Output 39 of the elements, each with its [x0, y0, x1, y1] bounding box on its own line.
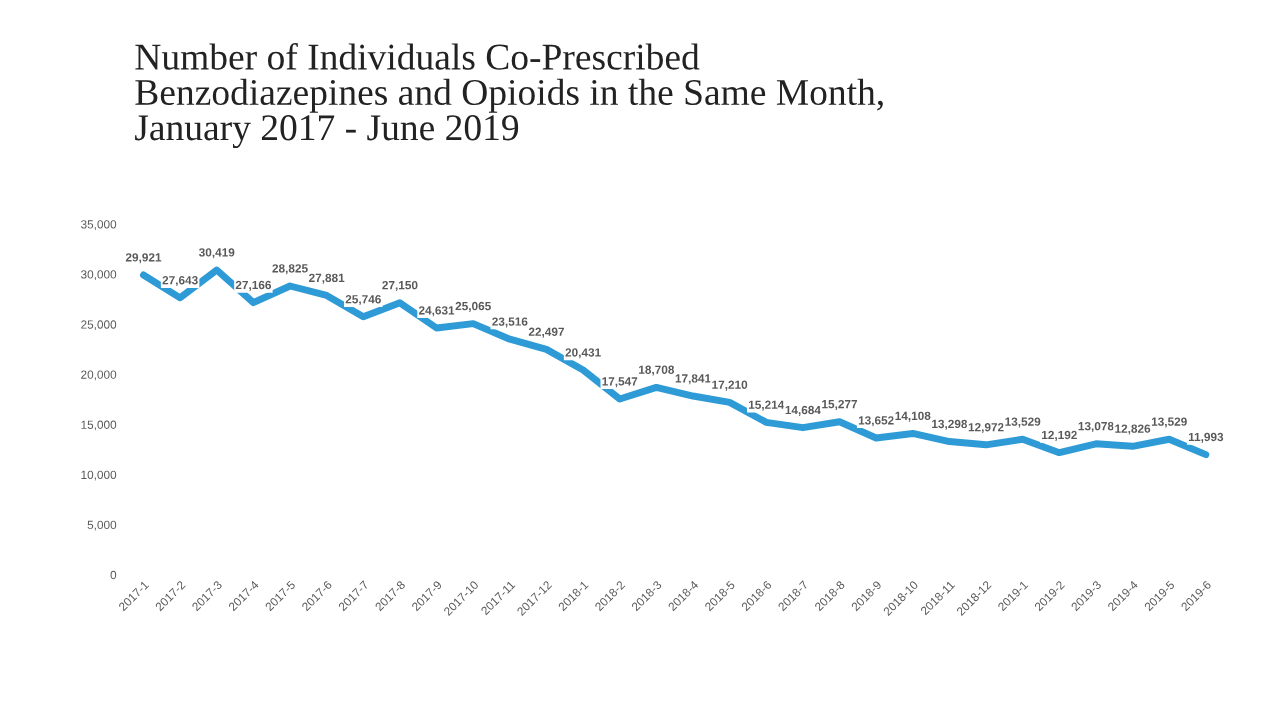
data-label: 14,108 — [895, 411, 931, 422]
data-label: 17,841 — [675, 374, 711, 385]
data-label: 13,529 — [1151, 417, 1187, 428]
data-label: 23,516 — [492, 317, 528, 328]
data-label: 20,431 — [565, 348, 601, 359]
data-label: 27,150 — [382, 280, 418, 292]
data-label: 11,993 — [1188, 432, 1224, 443]
y-tick-label: 25,000 — [81, 320, 117, 331]
chart-title: Number of Individuals Co-Prescribed Benzodiazepines and Opioids in the Same Month, January 2017 - June 2019 — [135, 43, 883, 149]
data-label: 29,921 — [125, 253, 162, 264]
data-label: 14,684 — [785, 405, 821, 416]
data-label: 28,825 — [272, 264, 308, 275]
data-label: 18,708 — [639, 365, 675, 376]
data-label: 22,497 — [528, 327, 564, 338]
data-label: 25,746 — [345, 295, 381, 306]
data-label: 15,277 — [822, 399, 858, 410]
data-label: 25,065 — [455, 301, 491, 312]
data-label: 12,972 — [968, 423, 1004, 434]
y-tick-label: 20,000 — [81, 370, 117, 381]
data-label: 27,643 — [162, 276, 198, 287]
y-tick-label: 15,000 — [81, 420, 117, 431]
data-label: 12,826 — [1115, 424, 1151, 435]
data-label: 30,419 — [198, 248, 235, 259]
data-label: 13,298 — [932, 419, 968, 430]
data-label: 13,078 — [1078, 421, 1114, 433]
data-label: 17,547 — [602, 377, 638, 388]
data-label: 15,214 — [748, 400, 785, 411]
data-label: 17,210 — [712, 380, 748, 391]
y-tick-label: 10,000 — [81, 470, 117, 481]
y-tick-label: 30,000 — [80, 270, 117, 281]
data-label: 27,166 — [235, 280, 272, 291]
data-label: 24,631 — [418, 306, 455, 317]
data-label: 12,192 — [1042, 430, 1077, 441]
y-tick-label: 5,000 — [87, 520, 117, 531]
y-tick-label: 0 — [110, 570, 117, 580]
data-label: 13,652 — [858, 416, 894, 427]
data-label: 27,881 — [309, 273, 345, 284]
y-tick-label: 35,000 — [80, 220, 117, 230]
data-label: 13,529 — [1005, 417, 1041, 428]
